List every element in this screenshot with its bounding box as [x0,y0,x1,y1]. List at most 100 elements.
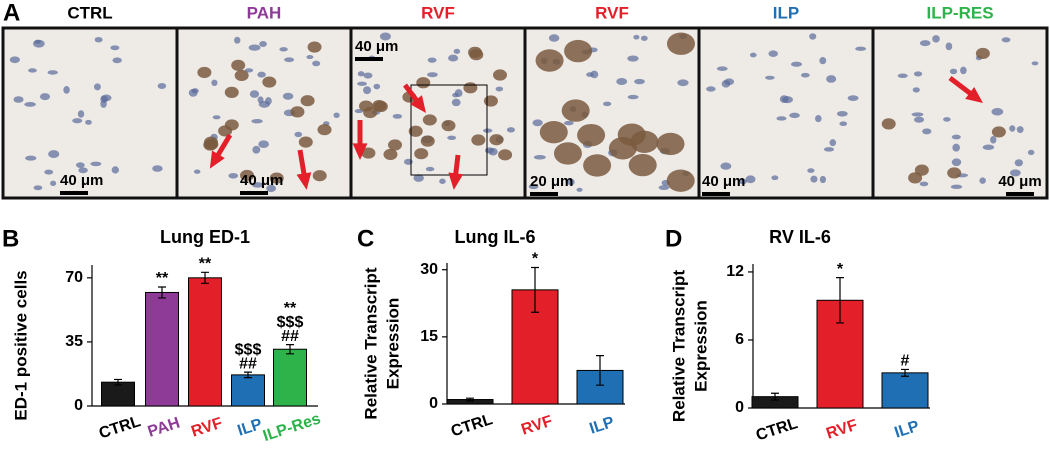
nucleus [157,83,167,90]
panel-letter: B [2,225,19,252]
stained-cell [539,120,568,144]
nucleus [819,175,827,184]
nucleus [1016,126,1024,134]
y-tick-label: 0 [74,397,83,414]
significance-mark: ## [239,355,257,372]
stained-cell [914,164,929,176]
significance-mark: ** [284,300,297,317]
stained-cell [991,126,1006,138]
nucleus [765,75,775,80]
nucleus [100,94,112,102]
stained-cell [564,39,593,63]
arrow-head [209,150,225,169]
nucleus [85,119,92,125]
stained-cell [240,169,255,182]
nucleus [111,166,120,174]
nucleus [1014,159,1023,167]
nucleus [951,158,962,167]
nucleus [100,99,107,108]
nucleus [913,116,925,123]
stained-cell [224,119,239,131]
nucleus [720,162,732,170]
stained-cell [483,95,498,107]
scale-bar [60,191,88,195]
bar [145,291,179,407]
nucleus [453,48,461,54]
nucleus [413,174,424,182]
nucleus [357,71,365,77]
nucleus [9,56,20,64]
stained-cell [666,32,695,55]
stained-cell [577,123,606,147]
arrow-head [448,172,464,190]
nucleus [779,95,789,104]
stained-cell [414,148,429,160]
y-axis-label: Relative Transcript [361,267,380,419]
y-axis-label: ED-1 positive cells [11,270,30,420]
nucleus [488,147,498,156]
scale-bar [1006,192,1034,196]
stained-cell [422,114,437,126]
stained-cell [290,106,305,118]
stained-cell [420,135,435,147]
nucleus [357,81,367,86]
nucleus [913,71,923,77]
nucleus [48,150,60,159]
error-bar [531,266,539,313]
nucleus [258,100,270,108]
stained-cell [298,136,313,148]
nucleus [706,86,716,92]
nucleus [24,102,36,107]
error-bar [244,371,252,379]
stained-cell [583,154,612,177]
nucleus [949,68,958,75]
nucleus [634,78,645,85]
x-tick-label: ILP [235,416,264,440]
error-bar [201,271,209,284]
error-bar [158,286,166,299]
nucleus [950,184,963,190]
nucleus [439,178,446,184]
error-bar [466,397,474,402]
nucleus [532,119,543,127]
stained-cell [441,120,456,132]
nucleus [627,94,639,100]
nucleus [447,135,457,140]
nucleus [826,75,837,83]
nucleus [392,113,403,119]
stained-cell [881,118,896,130]
nucleus [252,145,261,154]
nucleus [258,140,269,149]
nucleus [1001,37,1011,43]
nucleus [990,136,997,144]
nucleus [1031,61,1039,66]
x-tick-label: RVF [824,417,860,443]
nucleus [716,66,728,71]
panel-label: RVF [595,3,629,22]
x-tick-label: RVF [189,415,225,441]
nucleus [257,71,266,78]
nucleus [259,41,267,47]
stained-cell [312,170,327,182]
nucleus [294,131,303,138]
nucleus [528,184,539,190]
bar [101,381,135,407]
arrow-head [296,172,312,190]
nucleus [789,112,800,119]
bar [231,374,265,407]
scale-bar [355,57,383,61]
nucleus [819,57,827,65]
panel-letter: D [665,225,682,252]
nucleus [152,165,163,172]
arrow-head [352,143,368,160]
scale-label: 40 μm [240,172,283,189]
nucleus [745,175,756,184]
nucleus [451,98,461,107]
nucleus [749,52,757,58]
y-axis-label: Relative Transcript [669,270,688,422]
nucleus [483,128,493,133]
stained-cell [307,41,322,53]
nucleus [193,169,201,174]
nucleus [427,57,437,63]
